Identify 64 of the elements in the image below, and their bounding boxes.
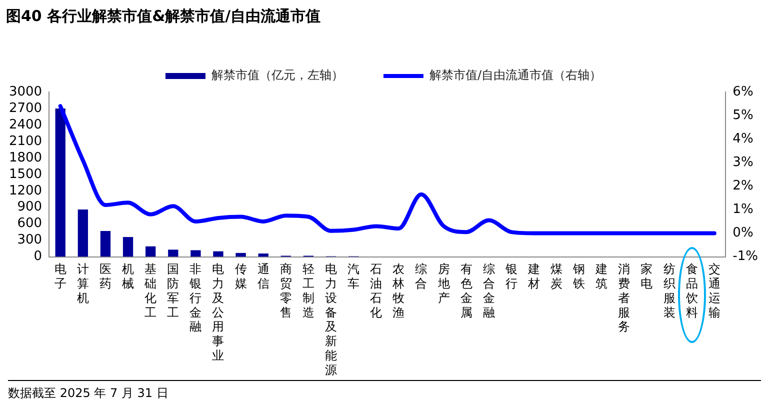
x-tick-label: 电力及公用事业 — [212, 262, 224, 363]
x-tick-label: 交通运输 — [708, 262, 720, 320]
bar — [100, 230, 111, 257]
y2-tick-label: 1% — [732, 202, 754, 218]
y-tick-label: 600 — [17, 216, 42, 232]
legend-label: 解禁市值/自由流通市值（右轴） — [429, 68, 602, 82]
x-tick-label: 基础化工 — [144, 262, 157, 320]
x-tick-label: 食品饮料 — [684, 262, 698, 320]
y2-tick-label: 4% — [732, 131, 754, 146]
bar — [236, 252, 246, 257]
bar — [55, 108, 66, 257]
x-tick-label: 纺织服装 — [663, 262, 676, 320]
x-tick-label: 消费者服务 — [618, 262, 630, 334]
y-tick-label: 2700 — [8, 100, 42, 116]
y-tick-label: 1500 — [8, 166, 42, 182]
bar — [122, 237, 134, 257]
y-tick-label: 0 — [34, 249, 42, 264]
y2-tick-label: 5% — [732, 108, 754, 123]
chart-title: 图40 各行业解禁市值&解禁市值/自由流通市值 — [6, 6, 321, 25]
legend-label: 解禁市值（亿元，左轴） — [211, 68, 344, 82]
x-tick-label: 计算机 — [76, 262, 89, 305]
x-tick-label: 综合金融 — [482, 262, 495, 320]
y-tick-label: 1800 — [8, 150, 42, 166]
x-tick-label: 电力设备及新能源 — [325, 262, 337, 377]
x-tick-label: 传媒 — [234, 262, 247, 291]
x-tick-label: 家电 — [640, 262, 653, 291]
bar — [258, 254, 268, 257]
x-tick-label: 电子 — [54, 262, 66, 291]
x-tick-label: 商贸零售 — [280, 262, 292, 320]
x-tick-label: 煤炭 — [550, 262, 563, 291]
y-tick-label: 2400 — [8, 117, 42, 132]
x-tick-label: 建材 — [526, 262, 540, 291]
x-tick-label: 银行 — [504, 262, 518, 291]
y2-tick-label: 2% — [732, 178, 754, 194]
bar — [78, 210, 88, 257]
y2-tick-label: 0% — [732, 226, 754, 241]
y2-tick-label: 3% — [732, 155, 754, 170]
bar — [213, 251, 224, 257]
bar — [146, 246, 156, 257]
text: 数据截至 2025 年 7 月 31 日 — [8, 386, 168, 400]
x-tick-label: 石油石化 — [370, 262, 382, 320]
line-series — [58, 104, 716, 236]
x-tick-label: 机械 — [122, 262, 134, 291]
x-tick-label: 钢铁 — [572, 262, 586, 291]
x-tick-label: 综合 — [415, 262, 428, 291]
bar — [190, 250, 201, 257]
y-tick-label: 900 — [17, 200, 42, 215]
y-tick-label: 2100 — [8, 134, 42, 149]
x-tick-label: 通信 — [257, 262, 270, 291]
x-tick-label: 轻工制造 — [302, 262, 314, 320]
y2-tick-label: -1% — [732, 249, 758, 264]
x-tick-label: 农林牧渔 — [392, 262, 405, 320]
y-tick-label: 1200 — [8, 183, 42, 198]
x-tick-label: 医药 — [99, 262, 112, 291]
x-tick-label: 国防军工 — [167, 262, 180, 320]
x-tick-label: 房地产 — [436, 262, 450, 305]
y2-tick-label: 6% — [732, 84, 754, 100]
x-tick-label: 汽车 — [348, 262, 360, 291]
x-tick-label: 非银行金融 — [188, 262, 202, 334]
x-tick-label: 建筑 — [594, 262, 608, 291]
bar — [168, 250, 178, 257]
y-tick-label: 300 — [17, 232, 42, 248]
x-tick-label: 有色金属 — [460, 262, 472, 320]
y-tick-label: 3000 — [8, 84, 42, 100]
